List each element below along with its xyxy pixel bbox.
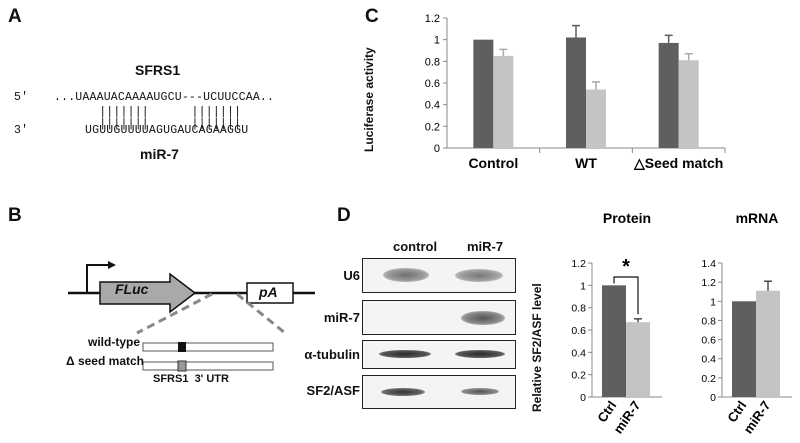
y-tick-label: 0.8 xyxy=(571,303,586,315)
mirna-sequence: UGUUGUUUUAGUGAUCAGAAGGU xyxy=(85,124,249,137)
protein-y-axis-label: Relative SF2/ASF level xyxy=(530,283,544,412)
y-tick-label: 1 xyxy=(580,280,586,292)
bar xyxy=(626,322,650,397)
y-tick-label: 1.2 xyxy=(425,13,440,25)
y-tick-label: 0.8 xyxy=(425,56,440,68)
panel-letter-b: B xyxy=(8,205,22,226)
band xyxy=(455,350,505,358)
blot-row-label-tubulin: α-tubulin xyxy=(304,347,360,362)
y-tick-label: 0.4 xyxy=(425,100,440,112)
blot-mir7 xyxy=(362,300,516,335)
chart-title: Protein xyxy=(603,210,651,226)
luciferase-chart: 0 0.2 0.4 0.6 0.8 1 1.2 Control WT △Seed match xyxy=(425,13,726,171)
fluc-gene-arrow xyxy=(99,272,197,314)
band xyxy=(381,388,425,396)
y-tick-label: 0.2 xyxy=(425,121,440,133)
gene-label-sfrs1: SFRS1 xyxy=(135,62,181,78)
blot-row-label-sf2asf: SF2/ASF xyxy=(306,383,360,398)
bar xyxy=(493,55,514,148)
x-tick-label: △Seed match xyxy=(633,155,723,171)
bar xyxy=(658,42,679,148)
y-tick-label: 0.6 xyxy=(701,335,716,347)
y-tick-label: 0.2 xyxy=(571,370,586,382)
y-tick-label: 0.6 xyxy=(425,78,440,90)
promoter-arrow xyxy=(86,264,108,293)
three-prime-label: 3' xyxy=(14,124,29,137)
blot-sf2asf xyxy=(362,375,516,409)
y-tick-label: 0.4 xyxy=(701,354,716,366)
bar xyxy=(756,290,780,397)
bar xyxy=(602,285,626,397)
y-tick-label: 0.6 xyxy=(571,325,586,337)
luciferase-y-axis-label: Luciferase activity xyxy=(362,47,376,152)
wildtype-label: wild-type xyxy=(88,335,141,349)
band xyxy=(461,388,499,395)
y-tick-label: 1.4 xyxy=(701,258,716,270)
y-tick-label: 1.2 xyxy=(571,258,586,270)
pa-box xyxy=(246,282,294,304)
base-pairing-lines: ||||||| ||||||| xyxy=(85,106,242,119)
y-tick-label: 0.2 xyxy=(701,373,716,385)
target-sequence: ...UAAAUACAAAAUGCU---UCUUCCAA.. xyxy=(54,91,275,104)
bar xyxy=(566,37,586,148)
zoom-line-left xyxy=(136,292,213,335)
utr-label: SFRS1 3' UTR xyxy=(153,373,229,385)
y-tick-label: 1 xyxy=(434,35,440,47)
bar xyxy=(678,60,699,148)
deltaseed-mutant-site xyxy=(177,360,187,372)
x-tick-label: Control xyxy=(468,155,518,171)
pa-label: pA xyxy=(259,284,278,300)
band xyxy=(455,269,503,282)
blot-row-label-mir7: miR-7 xyxy=(323,310,360,325)
promoter-arrowhead xyxy=(108,261,116,269)
y-tick-label: 0 xyxy=(580,392,586,404)
x-tick-label: miR-7 xyxy=(740,398,773,436)
fluc-label: FLuc xyxy=(115,281,149,297)
base-pairing-lines: ||||||| ||||||| xyxy=(85,118,242,131)
reporter-construct-diagram xyxy=(68,261,315,372)
blot-row-label-u6: U6 xyxy=(343,268,360,283)
band xyxy=(379,350,431,358)
y-tick-label: 0 xyxy=(434,143,440,155)
deltaseed-label: Δ seed match xyxy=(66,354,144,368)
y-tick-label: 0.4 xyxy=(571,347,586,359)
lane-label-control: control xyxy=(393,239,438,254)
deltaseed-utr-bar xyxy=(142,361,274,371)
y-tick-label: 1.2 xyxy=(701,277,716,289)
lane-label-mir7: miR-7 xyxy=(467,239,504,254)
band xyxy=(461,311,505,325)
blot-u6 xyxy=(362,258,516,293)
blot-tubulin xyxy=(362,340,516,369)
bar xyxy=(586,89,606,148)
panel-letter-d: D xyxy=(337,205,351,226)
bar xyxy=(473,39,494,148)
five-prime-label: 5' xyxy=(14,91,29,104)
significance-star: * xyxy=(622,256,630,278)
wildtype-seed-site xyxy=(178,342,186,352)
zoom-line-right xyxy=(236,292,286,335)
panel-letter-a: A xyxy=(8,6,22,27)
x-tick-label: WT xyxy=(575,155,597,171)
significance-bracket xyxy=(613,276,639,315)
mirna-label: miR-7 xyxy=(140,146,179,162)
panel-letter-c: C xyxy=(365,6,379,27)
band xyxy=(383,268,429,282)
bar xyxy=(732,301,756,397)
wildtype-utr-bar xyxy=(142,342,274,352)
y-tick-label: 1 xyxy=(710,296,716,308)
y-tick-label: 0.8 xyxy=(701,315,716,327)
x-tick-label: miR-7 xyxy=(610,398,643,436)
y-tick-label: 0 xyxy=(710,392,716,404)
chart-title: mRNA xyxy=(736,210,779,226)
